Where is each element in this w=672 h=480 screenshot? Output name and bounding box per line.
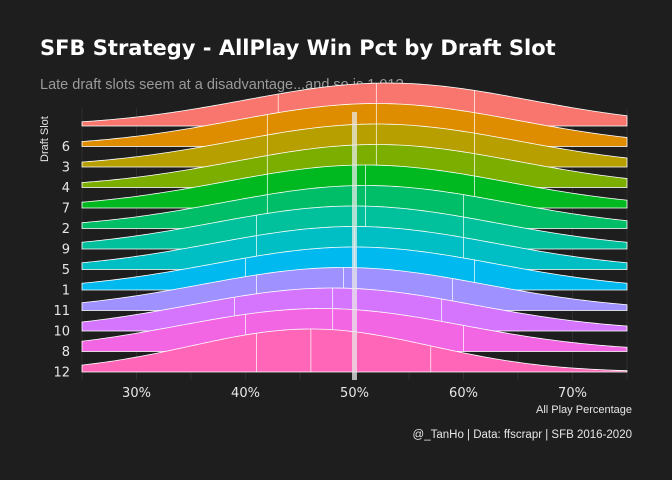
y-tick-label-7: 7 xyxy=(62,202,70,217)
y-tick-label-1: 1 xyxy=(62,284,70,299)
y-tick-label-9: 9 xyxy=(62,243,70,258)
y-tick-label-10: 10 xyxy=(53,325,70,340)
reference-line-50pct xyxy=(352,112,357,380)
reference-layer xyxy=(352,112,357,380)
y-tick-label-4: 4 xyxy=(62,181,70,196)
y-axis-title: Draft Slot xyxy=(39,116,51,162)
x-tick-label: 30% xyxy=(122,386,151,401)
y-tick-label-5: 5 xyxy=(62,263,70,278)
y-tick-label-8: 8 xyxy=(62,345,70,360)
x-tick-label: 40% xyxy=(231,386,260,401)
y-tick-label-6: 6 xyxy=(62,140,70,155)
y-tick-label-12: 12 xyxy=(53,366,70,381)
chart-caption: @_TanHo | Data: ffscrapr | SFB 2016-2020 xyxy=(412,429,632,441)
chart-title: SFB Strategy - AllPlay Win Pct by Draft … xyxy=(40,36,556,60)
y-tick-label-3: 3 xyxy=(62,161,70,176)
x-tick-label: 70% xyxy=(558,386,587,401)
y-tick-label-11: 11 xyxy=(53,304,70,319)
x-tick-label: 60% xyxy=(449,386,478,401)
x-tick-labels: 30% 40% 50% 60% 70% xyxy=(122,386,587,401)
x-axis-title: All Play Percentage xyxy=(536,404,632,416)
x-tick-label: 50% xyxy=(340,386,369,401)
y-tick-label-2: 2 xyxy=(62,222,70,237)
